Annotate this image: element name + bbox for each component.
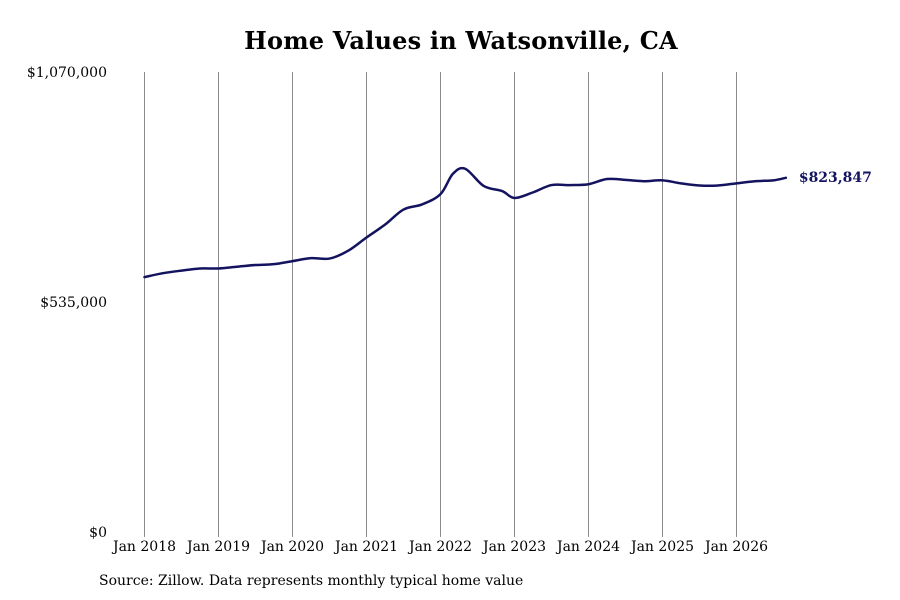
end-label-layer: $823,847: [799, 170, 872, 186]
x-tick-label: Jan 2026: [703, 539, 768, 555]
y-axis-tick-labels: $0 $535,000 $1,070,000: [27, 65, 107, 541]
y-tick-label: $1,070,000: [27, 65, 107, 81]
end-value-label: $823,847: [799, 170, 872, 186]
y-tick-label: $0: [89, 525, 107, 541]
series-line: [143, 166, 788, 279]
y-tick-label: $535,000: [40, 295, 107, 311]
x-tick-label: Jan 2024: [555, 539, 620, 555]
chart-title: Home Values in Watsonville, CA: [244, 26, 678, 55]
x-tick-label: Jan 2019: [185, 539, 250, 555]
source-note: Source: Zillow. Data represents monthly …: [99, 573, 524, 589]
x-tick-label: Jan 2021: [333, 539, 398, 555]
x-tick-label: Jan 2025: [629, 539, 694, 555]
x-tick-label: Jan 2018: [111, 539, 176, 555]
x-axis-tick-labels: Jan 2018 Jan 2019 Jan 2020 Jan 2021 Jan 2022…: [111, 539, 768, 555]
series-layer: [143, 166, 788, 279]
x-tick-label: Jan 2020: [259, 539, 324, 555]
gridlines: [144, 72, 737, 537]
x-tick-label: Jan 2023: [481, 539, 546, 555]
x-tick-label: Jan 2022: [407, 539, 472, 555]
